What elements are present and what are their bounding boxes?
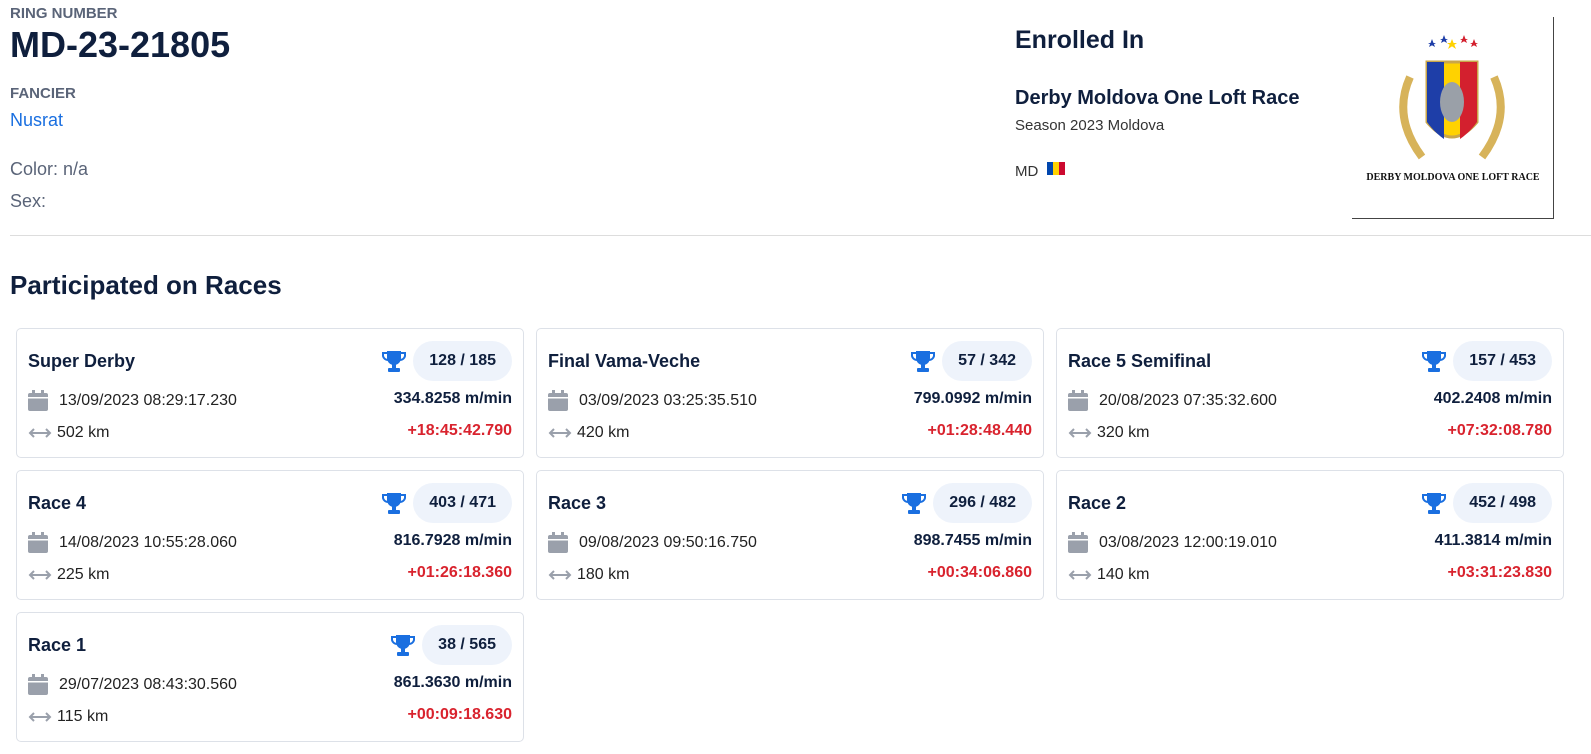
distance: 115 km (57, 708, 109, 725)
time-difference: +01:28:48.440 (927, 422, 1032, 439)
time-difference: +03:31:23.830 (1447, 564, 1552, 581)
calendar-icon (28, 390, 48, 411)
time-difference: +01:26:18.360 (407, 564, 512, 581)
distance: 140 km (1097, 566, 1150, 583)
ring-label: RING NUMBER (10, 5, 118, 22)
race-card[interactable]: Race 3 296 / 482 09/08/2023 09:50:16.750 89… (536, 470, 1044, 600)
calendar-icon (28, 674, 48, 695)
race-name: Derby Moldova One Loft Race (1015, 87, 1300, 109)
trophy-icon (391, 635, 415, 656)
race-date: 20/08/2023 07:35:32.600 (1099, 392, 1277, 409)
race-date: 29/07/2023 08:43:30.560 (59, 676, 237, 693)
fancier-link[interactable]: Nusrat (10, 110, 64, 130)
calendar-icon (548, 390, 568, 411)
logo-text: DERBY MOLDOVA ONE LOFT RACE (1366, 172, 1540, 183)
speed: 334.8258 m/min (393, 390, 512, 407)
race-card[interactable]: Super Derby 128 / 185 13/09/2023 08:29:17.… (16, 328, 524, 458)
rank: 452 / 498 (1453, 483, 1552, 523)
distance: 502 km (57, 424, 110, 441)
country: MD (1015, 163, 1039, 180)
race-date: 09/08/2023 09:50:16.750 (579, 534, 757, 551)
race-card[interactable]: Race 1 38 / 565 29/07/2023 08:43:30.560 861… (16, 612, 524, 742)
logo: DERBY MOLDOVA ONE LOFT RACE (1352, 17, 1554, 219)
logo-emblem (1399, 35, 1505, 160)
trophy-icon (902, 493, 926, 514)
race-name: Race 2 (1068, 493, 1127, 513)
section-title: Participated on Races (10, 270, 282, 300)
rank: 157 / 453 (1453, 341, 1552, 381)
speed: 861.3630 m/min (393, 674, 512, 691)
race-card[interactable]: Final Vama-Veche 57 / 342 03/09/2023 03:25… (536, 328, 1044, 458)
calendar-icon (1068, 532, 1088, 553)
race-name: Race 5 Semifinal (1068, 351, 1212, 371)
rank: 403 / 471 (413, 483, 512, 523)
flag (1047, 162, 1065, 175)
distance-icon (28, 570, 52, 580)
time-difference: +18:45:42.790 (407, 422, 512, 439)
rank: 296 / 482 (933, 483, 1032, 523)
distance-icon (1068, 570, 1092, 580)
race-name: Race 3 (548, 493, 607, 513)
time-difference: +00:34:06.860 (927, 564, 1032, 581)
race-card[interactable]: Race 5 Semifinal 157 / 453 20/08/2023 07:3… (1056, 328, 1564, 458)
calendar-icon (548, 532, 568, 553)
fancier-label: FANCIER (10, 85, 76, 102)
sex: Sex: (10, 191, 47, 211)
distance: 420 km (577, 424, 630, 441)
distance-icon (548, 428, 572, 438)
distance-icon (548, 570, 572, 580)
separator (10, 235, 1591, 236)
distance: 225 km (57, 566, 110, 583)
time-difference: +00:09:18.630 (407, 706, 512, 723)
speed: 411.3814 m/min (1434, 532, 1552, 549)
race-name: Race 1 (28, 635, 87, 655)
season: Season 2023 Moldova (1015, 117, 1165, 134)
race-card[interactable]: Race 4 403 / 471 14/08/2023 10:55:28.060 81… (16, 470, 524, 600)
calendar-icon (1068, 390, 1088, 411)
speed: 402.2408 m/min (1433, 390, 1552, 407)
race-date: 03/08/2023 12:00:19.010 (1099, 534, 1277, 551)
speed: 898.7455 m/min (913, 532, 1032, 549)
race-date: 03/09/2023 03:25:35.510 (579, 392, 757, 409)
speed: 799.0992 m/min (913, 390, 1032, 407)
distance-icon (28, 428, 52, 438)
color: Color: n/a (10, 159, 89, 179)
speed: 816.7928 m/min (393, 532, 512, 549)
trophy-icon (382, 351, 406, 372)
calendar-icon (28, 532, 48, 553)
race-name: Super Derby (28, 351, 136, 371)
race-card[interactable]: Race 2 452 / 498 03/08/2023 12:00:19.010 41… (1056, 470, 1564, 600)
time-difference: +07:32:08.780 (1447, 422, 1552, 439)
enrolled-title: Enrolled In (1015, 26, 1145, 54)
trophy-icon (911, 351, 935, 372)
distance-icon (28, 712, 52, 722)
rank: 57 / 342 (942, 341, 1032, 381)
rank: 38 / 565 (422, 625, 512, 665)
race-name: Race 4 (28, 493, 87, 513)
distance: 320 km (1097, 424, 1150, 441)
race-date: 14/08/2023 10:55:28.060 (59, 534, 237, 551)
race-name: Final Vama-Veche (548, 351, 701, 371)
race-date: 13/09/2023 08:29:17.230 (59, 392, 237, 409)
trophy-icon (1422, 493, 1446, 514)
ring-number: MD-23-21805 (10, 24, 231, 65)
rank: 128 / 185 (413, 341, 512, 381)
distance-icon (1068, 428, 1092, 438)
trophy-icon (1422, 351, 1446, 372)
distance: 180 km (577, 566, 630, 583)
trophy-icon (382, 493, 406, 514)
